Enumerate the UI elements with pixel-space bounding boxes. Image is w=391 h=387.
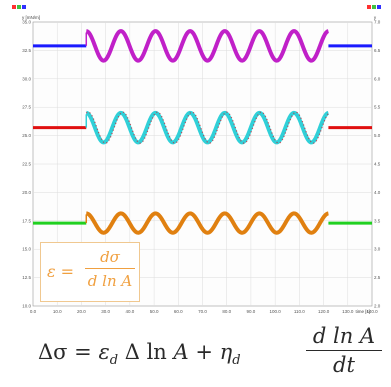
x-tick-label: 140.0 (366, 309, 378, 314)
x-tick-label: 10.0 (53, 309, 62, 314)
x-tick-label: 120.0 (318, 309, 330, 314)
x-tick-label: 0.0 (30, 309, 37, 314)
x-tick-label: 60.0 (174, 309, 183, 314)
formula-lhs: Δσ = (38, 340, 99, 364)
y-tick-label-right: 4.5 (374, 162, 381, 167)
formula-eps: ε (98, 340, 110, 364)
y-tick-label-left: 12.5 (22, 275, 31, 280)
inset-fraction-bar (85, 268, 135, 269)
formula-A: A (173, 340, 189, 364)
formula-mid: Δ ln (118, 340, 174, 364)
series-wave (84, 29, 330, 63)
y-tick-label-right: 4.0 (374, 190, 381, 195)
y-tick-label-left: 30.0 (22, 76, 31, 81)
inset-numerator: dσ (100, 248, 120, 266)
y-tick-label-right: 2.0 (374, 304, 381, 309)
legend-marker-green-right (372, 5, 376, 9)
y-tick-label-right: 3.0 (374, 247, 381, 252)
y-tick-label-left: 20.0 (22, 190, 31, 195)
legend-marker-blue (22, 5, 26, 9)
formula-eps-sub: d (109, 353, 119, 369)
x-tick-label: 20.0 (77, 309, 86, 314)
x-tick-label: 90.0 (247, 309, 256, 314)
legend-marker-red (12, 5, 16, 9)
x-tick-label: 130.0 (342, 309, 354, 314)
inset-fraction: dσ d ln A (83, 247, 137, 292)
y-tick-label-right: 3.5 (374, 218, 381, 223)
x-tick-label: 100.0 (270, 309, 282, 314)
y-tick-label-right: 5.0 (374, 133, 381, 138)
formula-denominator: dt (333, 353, 355, 377)
formula-numerator: d ln A (312, 324, 376, 348)
legend-marker-blue-right (377, 5, 381, 9)
viscoelastic-formula: Δσ = εd Δ ln A + ηd d ln A dt (38, 324, 382, 384)
formula-plus: + (188, 340, 220, 364)
y-tick-label-left: 17.5 (22, 218, 31, 223)
x-tick-label: 50.0 (150, 309, 159, 314)
elasticity-definition-box: ε = dσ d ln A (40, 242, 140, 302)
x-tick-label: 80.0 (222, 309, 231, 314)
inset-lhs: ε = (47, 262, 75, 281)
left-axis-title: y [mN/m] (22, 15, 40, 20)
formula-eta-sub: d (232, 353, 241, 369)
y-tick-label-left: 25.0 (22, 133, 31, 138)
y-tick-label-right: 5.5 (374, 105, 381, 110)
y-tick-label-left: 35.0 (22, 20, 31, 25)
formula-fraction-bar (306, 350, 382, 351)
formula-main: Δσ = εd Δ ln A + ηd (38, 340, 241, 368)
y-tick-label-right: 7.0 (374, 20, 381, 25)
y-tick-label-left: 15.0 (22, 247, 31, 252)
legend-marker-green (17, 5, 21, 9)
y-tick-label-right: 2.5 (374, 275, 381, 280)
inset-denominator: d ln A (87, 272, 133, 290)
formula-eta: η (219, 340, 233, 364)
x-tick-label: 70.0 (198, 309, 207, 314)
x-tick-label: 30.0 (101, 309, 110, 314)
series-wave (84, 211, 330, 235)
y-tick-label-left: 27.5 (22, 105, 31, 110)
y-tick-label-left: 22.5 (22, 162, 31, 167)
right-axis-title: y (374, 15, 377, 20)
formula-fraction: d ln A dt (306, 324, 382, 377)
y-tick-label-right: 6.5 (374, 48, 381, 53)
y-tick-label-left: 10.0 (22, 304, 31, 309)
series-measured-dots (85, 111, 329, 144)
y-tick-label-left: 32.5 (22, 48, 31, 53)
x-axis-title: time [s] (355, 309, 370, 314)
x-tick-label: 110.0 (294, 309, 305, 314)
x-tick-label: 40.0 (125, 309, 134, 314)
legend-marker-red-right (367, 5, 371, 9)
y-tick-label-right: 6.0 (374, 76, 381, 81)
